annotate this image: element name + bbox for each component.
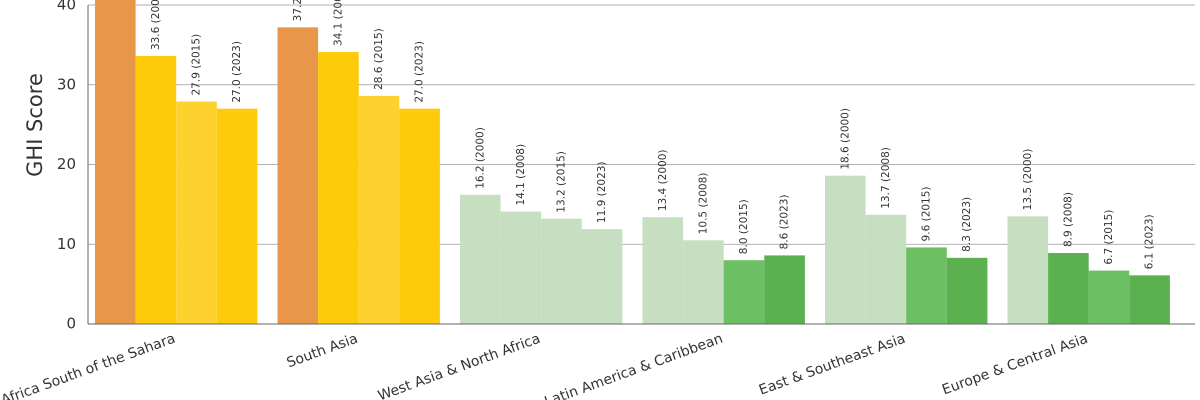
value-label: 8.6 (2023) (779, 194, 791, 249)
value-label: 6.1 (2023) (1144, 214, 1156, 269)
bar (1048, 253, 1089, 324)
x-tick-label: Latin America & Caribbean (542, 331, 725, 400)
bar (723, 260, 765, 324)
bar (318, 52, 359, 325)
x-tick-label: East & Southeast Asia (757, 331, 908, 399)
x-tick-label: South Asia (285, 331, 360, 372)
value-label: 9.6 (2015) (921, 186, 933, 241)
bar (358, 95, 400, 324)
bar (399, 108, 440, 324)
value-label: 11.9 (2023) (596, 161, 608, 223)
value-label: 37.2 (2000) (292, 0, 304, 21)
x-tick-label: West Asia & North Africa (376, 331, 543, 400)
value-label: 13.2 (2015) (556, 151, 568, 213)
x-tick-label: Africa South of the Sahara (0, 331, 178, 400)
value-label: 13.7 (2008) (880, 147, 892, 209)
y-tick-label: 20 (57, 155, 76, 173)
bar (1129, 275, 1170, 324)
y-tick-label: 0 (66, 315, 76, 333)
value-label: 27.0 (2023) (231, 41, 243, 103)
bar (277, 27, 319, 325)
y-tick-label: 40 (57, 0, 76, 14)
bar (683, 240, 724, 324)
bar (642, 217, 684, 324)
value-label: 33.6 (2008) (150, 0, 162, 50)
bar (500, 211, 542, 324)
value-label: 16.2 (2000) (474, 127, 486, 189)
bar (135, 56, 177, 324)
y-axis-label: GHI Score (23, 73, 47, 177)
bar (460, 194, 501, 324)
bar (1007, 216, 1049, 324)
value-label: 13.4 (2000) (657, 149, 669, 211)
value-label: 27.9 (2015) (191, 34, 203, 96)
bar (176, 101, 217, 324)
bar (95, 0, 136, 325)
value-label: 13.5 (2000) (1022, 149, 1034, 211)
value-label: 14.1 (2008) (515, 144, 527, 206)
bar (825, 175, 866, 324)
bar (541, 218, 582, 324)
x-tick-label: Europe & Central Asia (940, 331, 1090, 399)
value-label: 18.6 (2000) (839, 108, 851, 170)
value-label: 8.3 (2023) (961, 197, 973, 252)
bar (1088, 270, 1130, 324)
value-label: 10.5 (2008) (697, 173, 709, 235)
value-label: 28.6 (2015) (373, 28, 385, 90)
value-label: 8.0 (2015) (738, 199, 750, 254)
value-label: 34.1 (2008) (332, 0, 344, 46)
bar (946, 257, 988, 324)
y-tick-label: 10 (57, 235, 76, 253)
bar (865, 214, 907, 324)
value-label: 8.9 (2008) (1062, 192, 1074, 247)
bar (764, 255, 805, 324)
bar (216, 108, 258, 324)
value-label: 27.0 (2023) (414, 41, 426, 103)
bar (581, 229, 623, 324)
bar (906, 247, 947, 324)
y-tick-label: 30 (57, 75, 76, 93)
value-label: 6.7 (2015) (1103, 210, 1115, 265)
